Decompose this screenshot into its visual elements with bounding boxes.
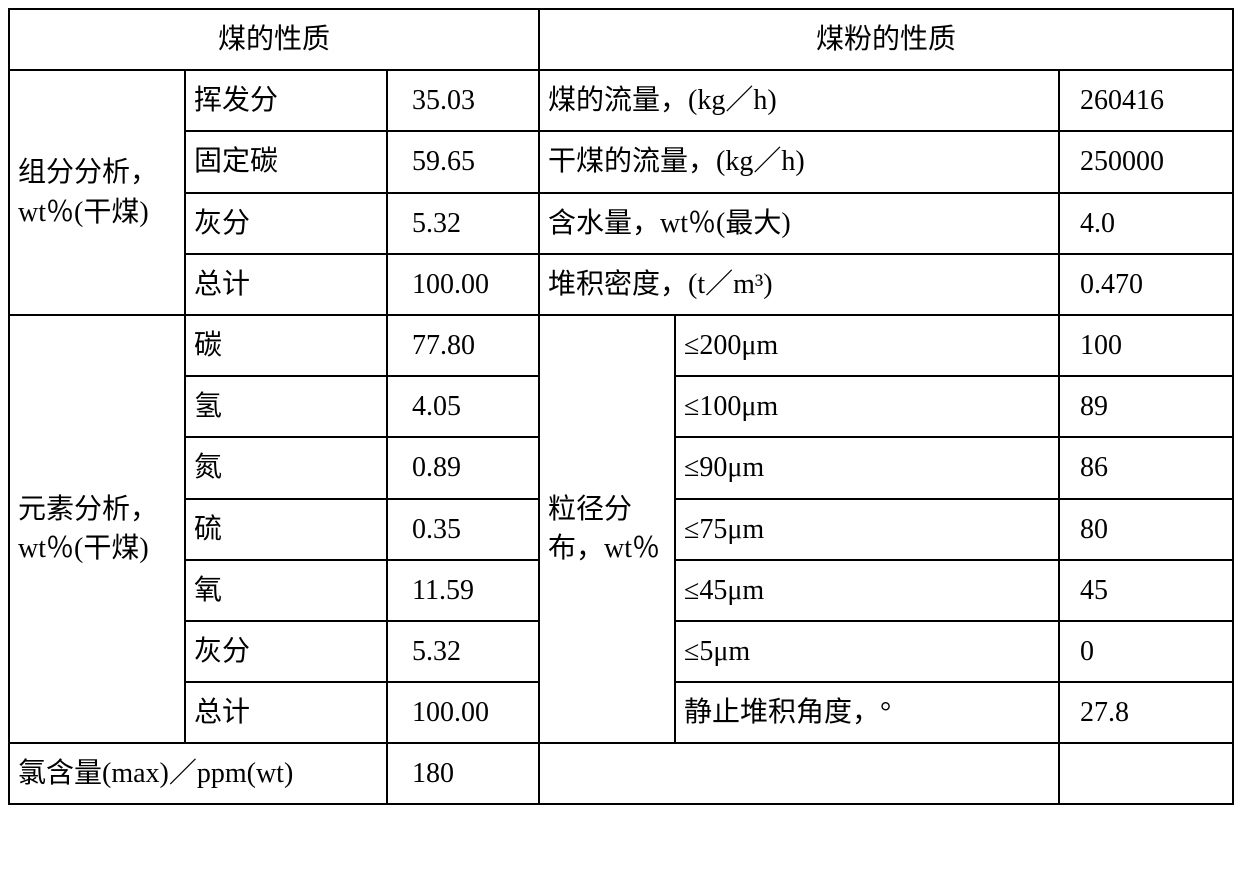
param-value: 0	[1059, 621, 1233, 682]
table-row: 元素分析，wt％(干煤) 碳 77.80 粒径分布，wt％ ≤200μm 100	[9, 315, 1233, 376]
param-value: 11.59	[387, 560, 539, 621]
empty-cell	[1059, 743, 1233, 804]
param-name: 总计	[185, 682, 387, 743]
param-name: 堆积密度，(t／m³)	[539, 254, 1059, 315]
param-name: ≤5μm	[675, 621, 1059, 682]
param-name: 固定碳	[185, 131, 387, 192]
param-name: 干煤的流量，(kg／h)	[539, 131, 1059, 192]
param-name: 静止堆积角度，°	[675, 682, 1059, 743]
param-value: 45	[1059, 560, 1233, 621]
table-header-row: 煤的性质 煤粉的性质	[9, 9, 1233, 70]
param-name: ≤45μm	[675, 560, 1059, 621]
param-name: 灰分	[185, 621, 387, 682]
param-value: 260416	[1059, 70, 1233, 131]
param-value: 5.32	[387, 621, 539, 682]
param-value: 5.32	[387, 193, 539, 254]
header-right: 煤粉的性质	[539, 9, 1233, 70]
section-label-elemental: 元素分析，wt％(干煤)	[9, 315, 185, 743]
header-left: 煤的性质	[9, 9, 539, 70]
section-label-composition: 组分分析，wt％(干煤)	[9, 70, 185, 315]
param-value: 59.65	[387, 131, 539, 192]
param-name: 碳	[185, 315, 387, 376]
param-value: 89	[1059, 376, 1233, 437]
param-name: 煤的流量，(kg／h)	[539, 70, 1059, 131]
param-value: 4.0	[1059, 193, 1233, 254]
param-name: 氢	[185, 376, 387, 437]
coal-properties-table: 煤的性质 煤粉的性质 组分分析，wt％(干煤) 挥发分 35.03 煤的流量，(…	[8, 8, 1234, 805]
table-row: 组分分析，wt％(干煤) 挥发分 35.03 煤的流量，(kg／h) 26041…	[9, 70, 1233, 131]
param-value: 0.470	[1059, 254, 1233, 315]
param-name: 硫	[185, 499, 387, 560]
param-value: 250000	[1059, 131, 1233, 192]
footer-label: 氯含量(max)／ppm(wt)	[9, 743, 387, 804]
table-footer-row: 氯含量(max)／ppm(wt) 180	[9, 743, 1233, 804]
param-name: 氧	[185, 560, 387, 621]
param-name: 灰分	[185, 193, 387, 254]
param-value: 100.00	[387, 682, 539, 743]
section-label-psd: 粒径分布，wt％	[539, 315, 675, 743]
param-value: 86	[1059, 437, 1233, 498]
param-value: 27.8	[1059, 682, 1233, 743]
param-value: 0.35	[387, 499, 539, 560]
param-name: ≤200μm	[675, 315, 1059, 376]
param-name: ≤100μm	[675, 376, 1059, 437]
param-name: ≤75μm	[675, 499, 1059, 560]
table-row: 总计 100.00 堆积密度，(t／m³) 0.470	[9, 254, 1233, 315]
param-value: 80	[1059, 499, 1233, 560]
table-row: 灰分 5.32 含水量，wt％(最大) 4.0	[9, 193, 1233, 254]
param-name: 氮	[185, 437, 387, 498]
param-value: 77.80	[387, 315, 539, 376]
empty-cell	[539, 743, 1059, 804]
param-value: 100	[1059, 315, 1233, 376]
footer-value: 180	[387, 743, 539, 804]
param-name: 含水量，wt％(最大)	[539, 193, 1059, 254]
param-value: 0.89	[387, 437, 539, 498]
param-name: 总计	[185, 254, 387, 315]
param-name: ≤90μm	[675, 437, 1059, 498]
table-row: 固定碳 59.65 干煤的流量，(kg／h) 250000	[9, 131, 1233, 192]
param-name: 挥发分	[185, 70, 387, 131]
param-value: 100.00	[387, 254, 539, 315]
param-value: 35.03	[387, 70, 539, 131]
param-value: 4.05	[387, 376, 539, 437]
